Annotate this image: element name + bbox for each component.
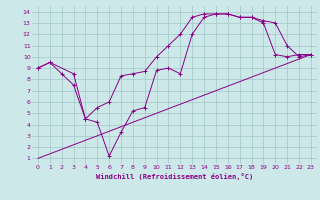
X-axis label: Windchill (Refroidissement éolien,°C): Windchill (Refroidissement éolien,°C) — [96, 173, 253, 180]
